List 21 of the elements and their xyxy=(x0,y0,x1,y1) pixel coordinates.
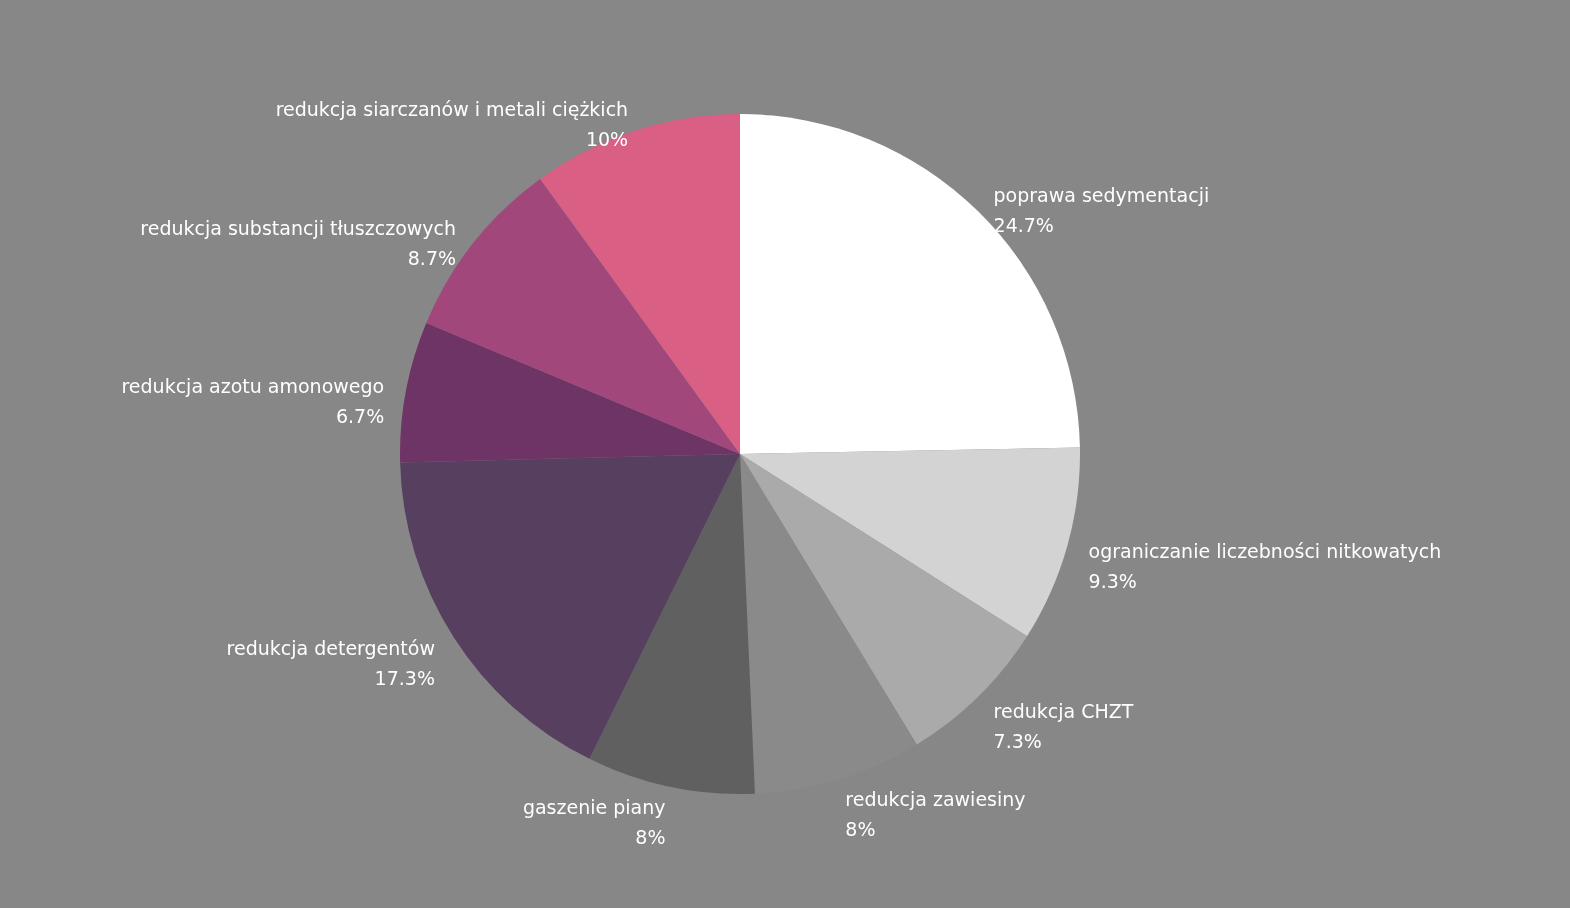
slice-label: poprawa sedymentacji xyxy=(993,183,1210,206)
data-label: 8.7% xyxy=(407,247,457,270)
slice-label: gaszenie piany xyxy=(522,796,666,819)
slice-label: redukcja siarczanów i metali ciężkich xyxy=(275,97,629,120)
slice-label: ograniczanie liczebności nitkowatych xyxy=(1088,539,1442,562)
data-label: 7.3% xyxy=(993,730,1042,753)
data-label: 9.3% xyxy=(1088,569,1137,592)
slice-label: redukcja azotu amonowego xyxy=(121,375,385,398)
pie-slice xyxy=(589,454,755,794)
data-label: 8% xyxy=(635,826,666,849)
slice-label: redukcja substancji tłuszczowych xyxy=(140,217,457,240)
data-label: 6.7% xyxy=(335,405,385,428)
pie-slice xyxy=(740,114,1080,454)
data-label: 24.7% xyxy=(993,213,1054,236)
pie-slice xyxy=(740,447,1080,637)
slice-label: redukcja zawiesiny xyxy=(845,788,1026,811)
data-label: 8% xyxy=(845,818,876,841)
pie-slice xyxy=(400,322,740,463)
slice-label: redukcja CHZT xyxy=(993,700,1134,723)
slice-label: redukcja detergentów xyxy=(226,636,435,659)
data-label: 17.3% xyxy=(374,666,435,689)
